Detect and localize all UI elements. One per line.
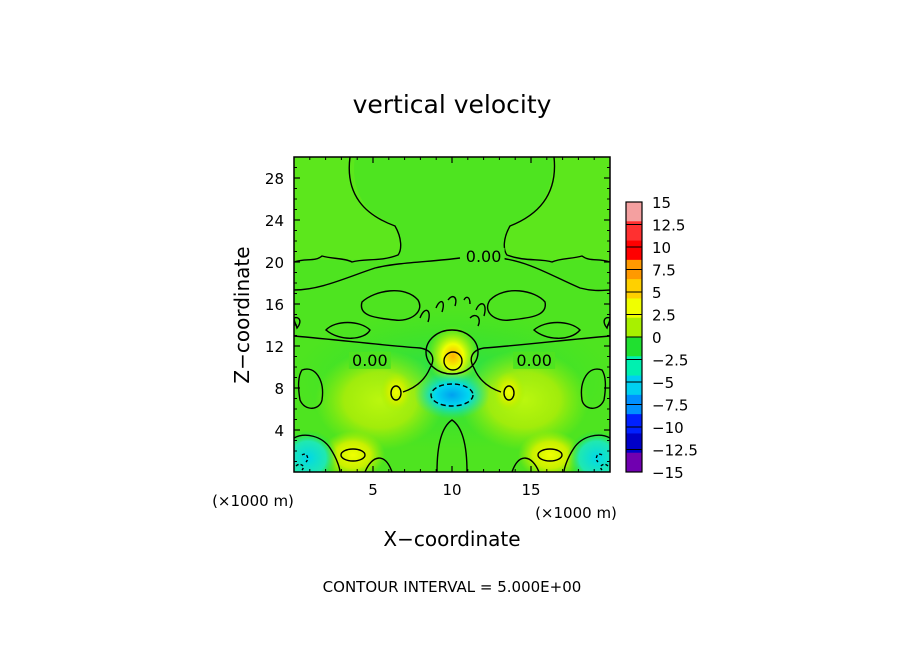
colorbar-label: 7.5 — [652, 262, 676, 280]
contour-label-bg — [348, 351, 391, 369]
contour-center-min — [430, 383, 474, 407]
contour-zero-right-wing — [470, 335, 610, 393]
colorbar-label: −5 — [652, 374, 674, 392]
contour-zero-left-wing — [294, 335, 434, 393]
colorbar-label: −10 — [652, 419, 684, 437]
contour-right-max — [503, 385, 515, 401]
x-tick-label: 5 — [368, 481, 378, 499]
colorbar-swatch — [626, 452, 642, 473]
contour-mid-left-blob — [360, 290, 421, 321]
y-tick-label: 16 — [265, 296, 284, 314]
colorbar-swatch — [626, 375, 642, 396]
colorbar-swatch — [626, 202, 642, 222]
colorbar-swatch — [626, 221, 642, 241]
colorbar-swatch — [626, 240, 642, 261]
contour-center-wiggles — [419, 295, 486, 327]
x-axis-label: X−coordinate — [383, 527, 520, 551]
y-axis-label: Z−coordinate — [230, 246, 254, 383]
field-upper-left-light — [294, 157, 401, 262]
colorbar-label: 12.5 — [652, 217, 685, 235]
colorbar-swatch — [626, 337, 642, 357]
contour-bottom-left-inner — [364, 457, 393, 472]
colorbar-swatch — [626, 433, 642, 454]
colorbar-label: −12.5 — [652, 442, 698, 460]
colorbar-swatch — [626, 414, 642, 434]
field-wing-left — [315, 350, 445, 450]
x-axis-unit: (×1000 m) — [535, 504, 617, 522]
field-wing-right — [459, 350, 589, 450]
x-tick-label: 15 — [521, 481, 540, 499]
colorbar-swatch — [626, 298, 642, 319]
contour-mid-right-blob — [486, 290, 546, 321]
contour-center-max-outer — [425, 329, 479, 375]
y-tick-label: 12 — [265, 338, 284, 356]
y-axis: 4 8 12 16 20 24 28 — [265, 167, 610, 462]
contour-labels: 0.00 0.00 0.00 — [348, 247, 556, 370]
y-tick-label: 4 — [274, 422, 284, 440]
contour-bottom-right-min — [595, 453, 609, 471]
colorbar: 15 12.5 10 7.5 5 2.5 0 −2.5 −5 −7.5 −10 −12.5 −15 — [625, 194, 698, 482]
contour-interval-text: CONTOUR INTERVAL = 5.000E+00 — [323, 578, 582, 596]
contour-bottom-right-max — [537, 448, 563, 462]
plot-area: 0.00 0.00 0.00 — [294, 157, 610, 472]
y-tick-label: 24 — [265, 212, 284, 230]
contour-label-bg — [513, 351, 556, 369]
y-tick-label: 8 — [274, 380, 284, 398]
y-axis-unit: (×1000 m) — [212, 492, 294, 510]
colorbar-label: 2.5 — [652, 307, 676, 325]
feature-max-right — [493, 372, 525, 412]
contour-bottom-center — [436, 419, 468, 472]
x-axis: 5 10 15 — [309, 157, 595, 499]
contour-label-bg — [462, 247, 505, 265]
feature-min-center — [414, 371, 490, 419]
contour-bottom-left-min — [295, 453, 309, 471]
y-tick-label: 28 — [265, 170, 284, 188]
colorbar-swatch — [626, 356, 642, 376]
colorbar-label: −15 — [652, 464, 684, 482]
contour-label: 0.00 — [352, 351, 388, 370]
contour-inner-left-blob — [324, 321, 371, 339]
colorbar-label: −7.5 — [652, 397, 688, 415]
contour-bottom-right-inner — [511, 457, 540, 472]
feature-min-bottom-right — [567, 430, 610, 472]
contour-left-lobe — [297, 368, 324, 409]
field-upper-right-light — [504, 157, 610, 262]
contour-left-max — [390, 385, 402, 401]
contour-bottom-left-max — [340, 448, 366, 462]
contour-inner-right-blob — [532, 321, 581, 339]
feature-min-bottom-left — [294, 430, 338, 472]
colorbar-label: 10 — [652, 239, 671, 257]
x-tick-label: 10 — [442, 481, 461, 499]
chart-title: vertical velocity — [353, 90, 552, 119]
contour-lines — [294, 157, 610, 472]
colorbar-label: 0 — [652, 329, 662, 347]
contour-center-max-inner — [443, 351, 463, 371]
contour-zero-upper — [294, 257, 610, 292]
colorbar-swatch — [626, 279, 642, 299]
colorbar-label: 15 — [652, 194, 671, 212]
colorbar-swatch — [626, 317, 642, 338]
feature-max-left — [380, 372, 412, 412]
colorbar-label: 5 — [652, 284, 662, 302]
contour-upper-left — [294, 157, 402, 263]
contour-label: 0.00 — [516, 351, 552, 370]
colorbar-label: −2.5 — [652, 352, 688, 370]
contour-label: 0.00 — [466, 247, 502, 266]
contour-right-lobe — [580, 368, 607, 409]
y-tick-label: 20 — [265, 254, 284, 272]
contour-lower-right — [563, 434, 610, 472]
contour-upper-right — [503, 157, 610, 263]
contour-lower-left — [294, 434, 341, 472]
